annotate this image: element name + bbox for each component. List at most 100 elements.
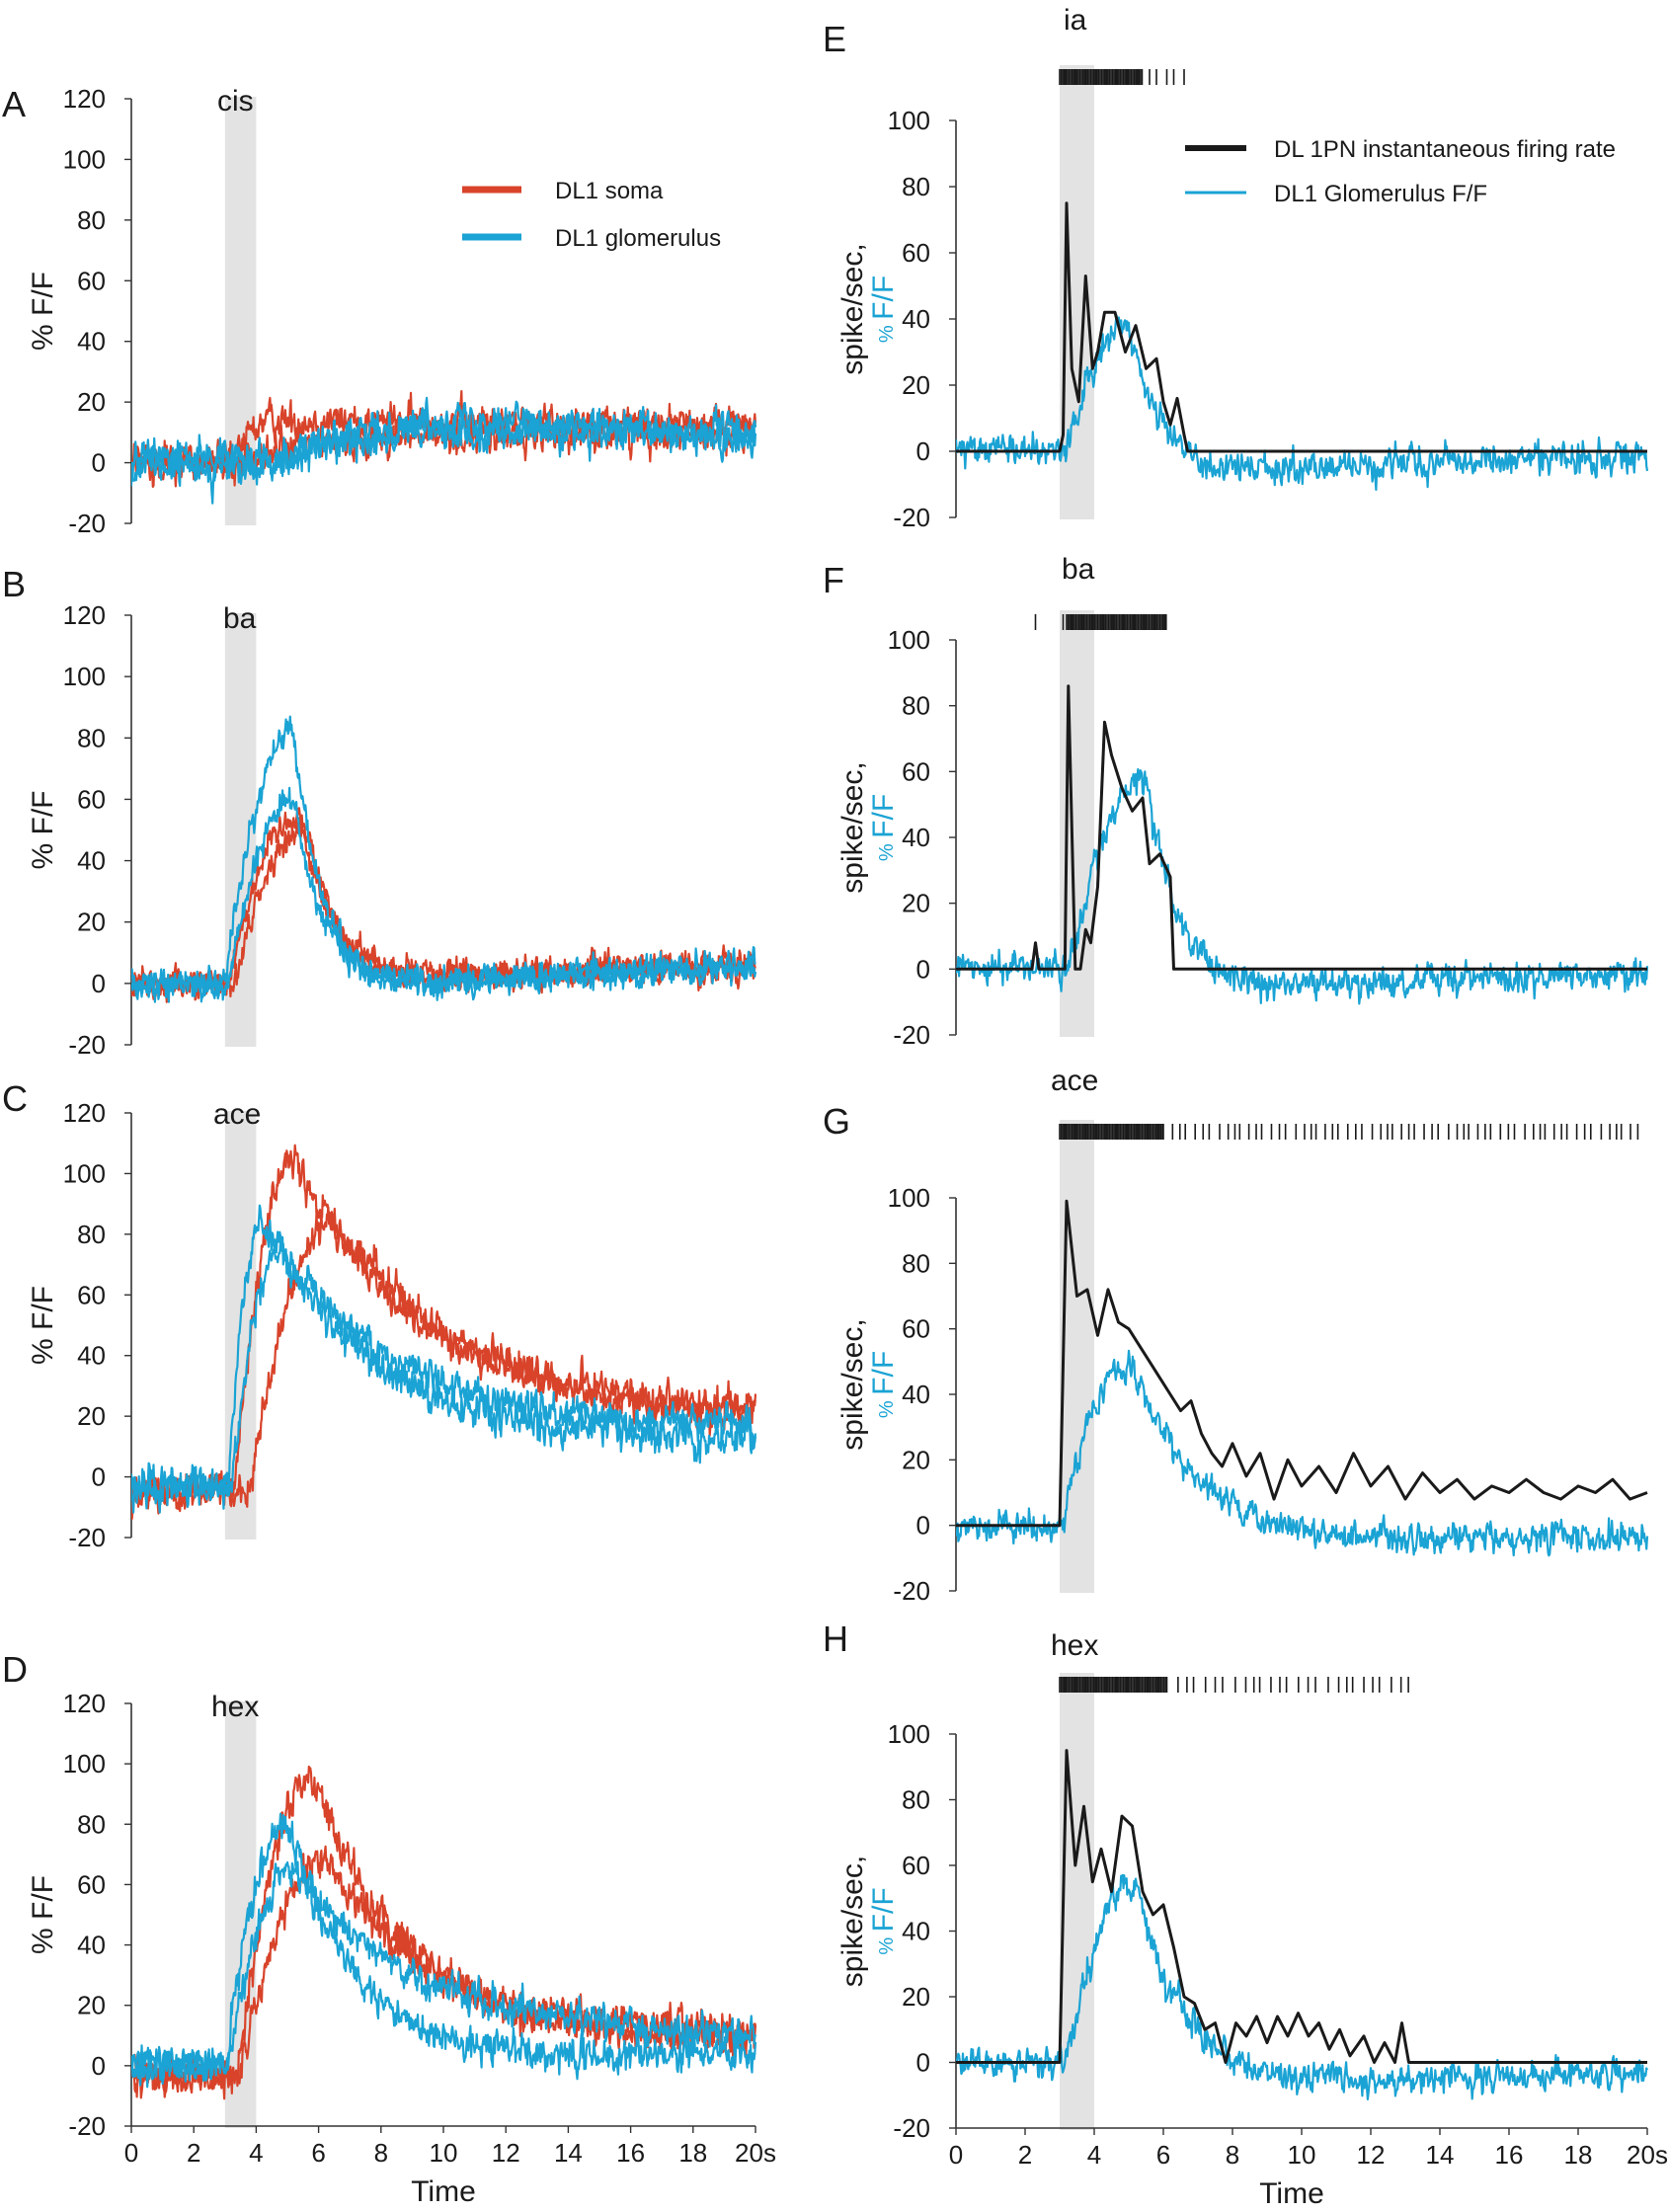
y-tick-label: -20 [893,1020,930,1050]
y-tick-label: 40 [77,327,106,356]
x-tick-label: 2 [1018,2140,1032,2170]
y-axis-title-suffix: F/F [27,1286,59,1330]
panel-letter: B [2,564,26,604]
panel-e: -20 0 20 40 60 80 100 E ia spike/sec,% F/F [823,4,1649,532]
y-tick-label: -20 [68,2111,106,2141]
y-tick-label: 120 [63,1689,106,1718]
y-axis-title-ff-prefix: % [876,1395,898,1418]
trace-group [131,1144,757,1520]
panel-letter: G [823,1101,850,1142]
y-axis-title-ff-prefix: % [876,1932,898,1954]
x-tick-label: 4 [249,2138,263,2168]
panel-letter: F [823,560,844,600]
x-tick-label: 8 [1226,2140,1239,2170]
y-tick-label: 60 [77,1280,106,1309]
x-tick-label: 6 [311,2138,325,2168]
y-axis-title-ff: % F/F [867,1887,900,1954]
odor-label: ia [1064,4,1087,37]
odor-label: ace [213,1098,261,1131]
panel-d: -20 0 20 40 60 80 100 120 0 2 4 6 8 10 12 14 16 18 20s Time… [2,1649,776,2208]
y-tick-label: -20 [68,1523,106,1552]
y-tick-label: 20 [77,1401,106,1431]
y-tick-label: 0 [916,436,930,466]
panel-letter: C [2,1078,28,1119]
y-tick-label: -20 [68,509,106,538]
glomerulus-trace [131,1812,757,2089]
trace-group [131,390,757,505]
glomerulus-trace [131,1860,757,2083]
y-axis-title-firing: spike/sec, [836,1318,869,1450]
legend-right: DL 1PN instantaneous firing rate DL1 Glom… [1185,136,1616,207]
glomerulus-trace [131,1204,757,1514]
x-tick-label: 18 [678,2138,707,2168]
y-tick-label: -20 [893,1576,930,1606]
y-tick-label: 120 [63,84,106,114]
y-axis-title-ff: % F/F [867,276,900,343]
x-tick-label: 10 [430,2138,458,2168]
trace-group [956,684,1649,1005]
y-tick-label: 60 [902,238,930,268]
legend-left: DL1 soma DL1 glomerulus [462,178,721,252]
x-tick-label: 12 [492,2138,520,2168]
y-tick-label: 0 [916,2048,930,2078]
spike-raster [1034,614,1167,630]
y-axis-title-ff-suffix: F/F [867,1887,900,1932]
y-tick-label: 120 [63,1098,106,1128]
y-tick-label: 0 [92,1462,106,1492]
odor-label: ba [1062,553,1095,586]
x-axis-title: Time [411,2175,476,2208]
y-axis-title-ff-suffix: F/F [867,1351,900,1395]
y-axis-title-ff: % F/F [867,1351,900,1418]
y-tick-label: 0 [92,969,106,998]
y-axis-title-prefix: % [27,316,59,351]
y-tick-label: -20 [893,503,930,532]
y-axis-title-firing: spike/sec, [836,1856,869,1987]
x-tick-label: 2 [187,2138,200,2168]
y-tick-label: 80 [77,1220,106,1249]
glomerulus-trace [131,1240,757,1514]
y-tick-label: 120 [63,600,106,630]
legend-label-ff: DL1 Glomerulus F/F [1274,181,1487,207]
y-tick-label: 100 [888,625,930,655]
x-tick-label: 8 [374,2138,388,2168]
y-tick-label: 40 [902,1917,930,1946]
y-axis-title-ff: % F/F [867,794,900,861]
y-axis-title: % F/F [27,790,59,869]
y-tick-label: 80 [77,1809,106,1839]
y-axis-title: % F/F [27,1286,59,1365]
y-tick-label: -20 [893,2113,930,2143]
y-tick-label: 60 [77,266,106,295]
trace-group [956,1749,1648,2100]
x-tick-label: 4 [1087,2140,1101,2170]
y-tick-label: 100 [63,1158,106,1188]
x-tick-label: 16 [1495,2140,1524,2170]
y-tick-label: -20 [68,1030,106,1060]
firing-rate-trace [956,1749,1647,2064]
x-axis-title: Time [1259,2177,1324,2210]
y-tick-label: 60 [902,756,930,786]
y-tick-label: 20 [902,1445,930,1474]
glomerulus-trace [131,786,757,1003]
odor-label: ace [1051,1065,1098,1097]
y-tick-label: 60 [77,784,106,814]
odor-label: hex [1051,1629,1098,1662]
y-tick-label: 40 [77,846,106,876]
y-axis-title-ff-suffix: F/F [867,794,900,838]
x-tick-label: 16 [616,2138,645,2168]
y-axis-title-suffix: F/F [27,790,59,834]
y-tick-label: 100 [888,106,930,135]
trace-group [956,1199,1649,1557]
y-tick-label: 60 [77,1869,106,1899]
y-axis-title-prefix: % [27,1920,59,1954]
x-tick-label: 12 [1357,2140,1386,2170]
glomerulus-trace [956,314,1649,491]
x-tick-label: 10 [1288,2140,1316,2170]
x-tick-label: 0 [949,2140,963,2170]
odor-label: cis [217,85,254,118]
firing-rate-trace [956,684,1647,971]
y-tick-label: 80 [77,723,106,752]
legend-label-glomerulus: DL1 glomerulus [555,225,721,252]
y-tick-label: 60 [902,1851,930,1880]
glomerulus-trace [956,1873,1648,2100]
